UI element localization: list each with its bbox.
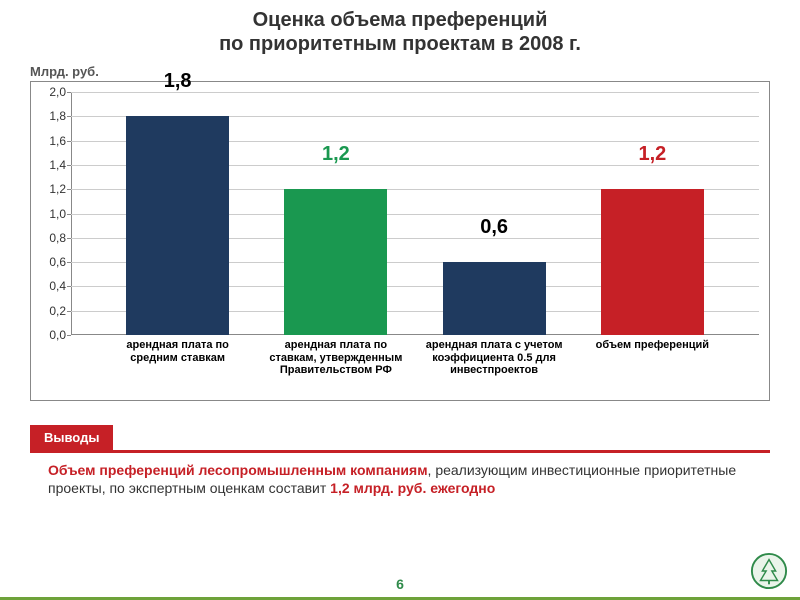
bar: [601, 189, 704, 335]
y-tick-label: 1,2: [36, 182, 66, 196]
x-axis-label: арендная плата по средним ставкам: [108, 335, 248, 364]
y-tick-label: 0,6: [36, 255, 66, 269]
y-tick-mark: [67, 214, 71, 215]
y-tick-label: 0,4: [36, 279, 66, 293]
x-axis-label: объем преференций: [582, 335, 722, 352]
page-title: Оценка объема преференций по приоритетны…: [0, 0, 800, 60]
bar-value-label: 1,2: [638, 143, 666, 166]
chart: 0,00,20,40,60,81,01,21,41,61,82,01,8арен…: [30, 81, 770, 401]
unit-label: Млрд. руб.: [0, 60, 800, 79]
y-tick-mark: [67, 189, 71, 190]
y-tick-mark: [67, 262, 71, 263]
conclusion-tab-label: Выводы: [44, 430, 99, 445]
y-tick-mark: [67, 116, 71, 117]
plot-area: 0,00,20,40,60,81,01,21,41,61,82,01,8арен…: [71, 92, 759, 335]
y-tick-label: 0,8: [36, 231, 66, 245]
y-tick-label: 1,8: [36, 109, 66, 123]
y-tick-mark: [67, 165, 71, 166]
y-tick-label: 0,2: [36, 304, 66, 318]
y-tick-label: 2,0: [36, 85, 66, 99]
title-line-1: Оценка объема преференций: [253, 9, 548, 31]
conclusion-hl-2: 1,2 млрд. руб. ежегодно: [330, 480, 495, 496]
bar-value-label: 1,8: [164, 70, 192, 93]
y-tick-label: 1,6: [36, 134, 66, 148]
bar: [284, 189, 387, 335]
y-tick-mark: [67, 238, 71, 239]
y-tick-mark: [67, 335, 71, 336]
y-tick-mark: [67, 311, 71, 312]
y-tick-mark: [67, 286, 71, 287]
title-line-2: по приоритетным проектам в 2008 г.: [219, 33, 581, 55]
y-tick-mark: [67, 141, 71, 142]
conclusion-tab: Выводы: [30, 425, 113, 450]
y-tick-mark: [67, 92, 71, 93]
x-axis-label: арендная плата по ставкам, утвержденным …: [266, 335, 406, 377]
y-tick-label: 1,0: [36, 207, 66, 221]
bar-value-label: 1,2: [322, 143, 350, 166]
tree-icon: [750, 552, 788, 590]
conclusion-underline: [30, 450, 770, 453]
bar: [443, 262, 546, 335]
y-tick-label: 0,0: [36, 328, 66, 342]
page-number: 6: [0, 576, 800, 592]
x-axis-label: арендная плата с учетом коэффициента 0.5…: [424, 335, 564, 377]
bar: [126, 116, 229, 335]
conclusion-text: Объем преференций лесопромышленным компа…: [48, 461, 760, 497]
y-tick-label: 1,4: [36, 158, 66, 172]
bar-value-label: 0,6: [480, 216, 508, 239]
conclusion-hl-1: Объем преференций лесопромышленным компа…: [48, 462, 428, 478]
